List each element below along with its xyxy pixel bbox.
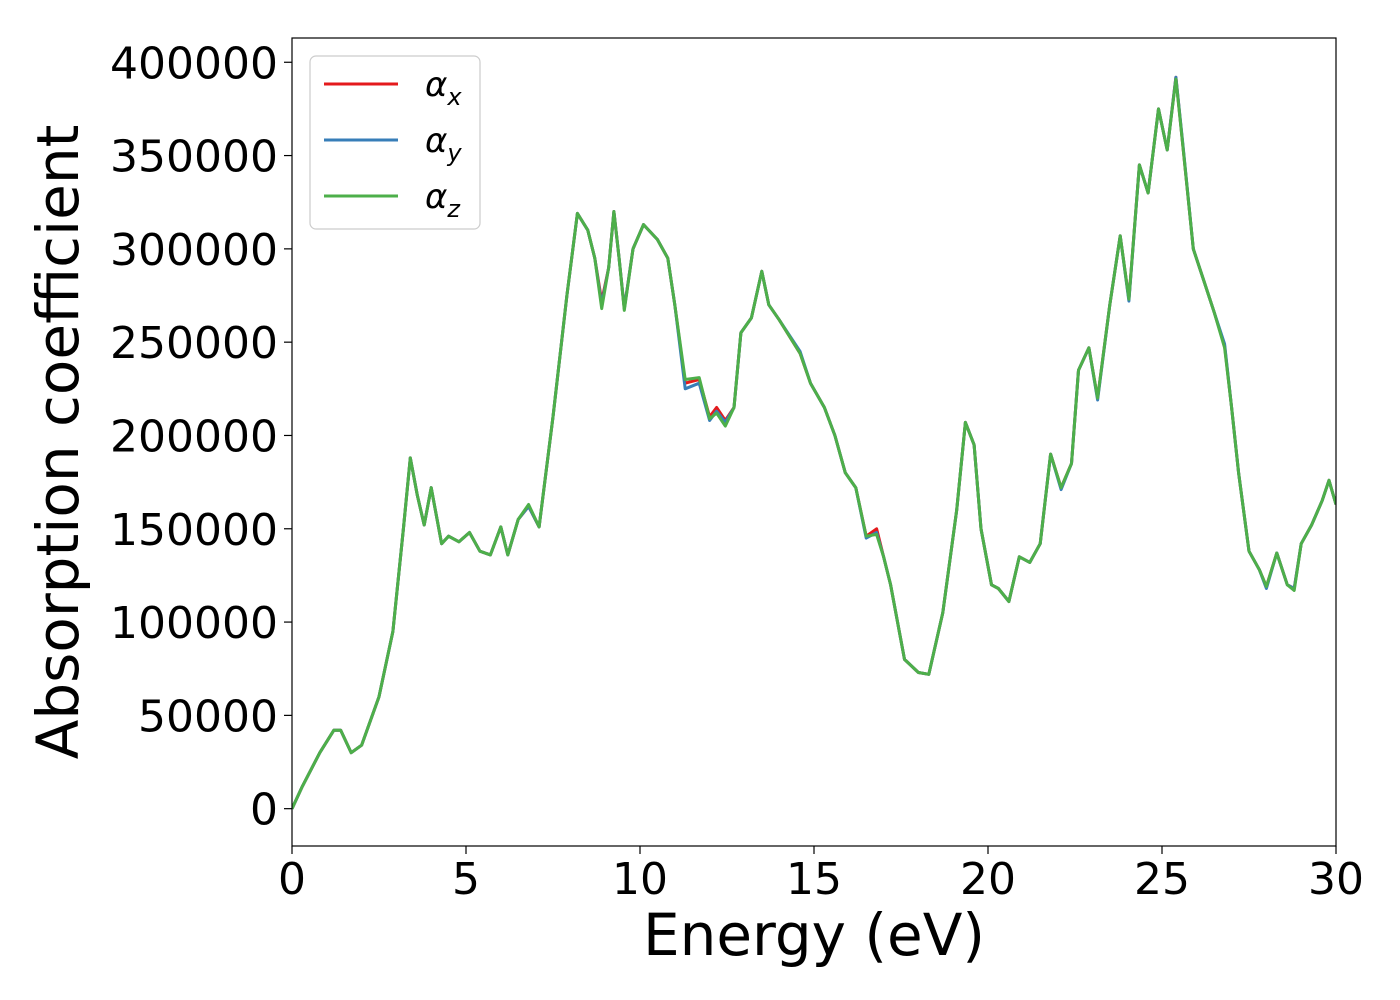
y-tick-label: 350000: [110, 132, 278, 183]
y-tick-label: 200000: [110, 411, 278, 462]
legend-box: [309, 55, 481, 230]
x-axis: 0 5 10 15 20 25 30: [278, 846, 1364, 905]
x-tick-label: 0: [278, 854, 306, 905]
x-tick-label: 5: [452, 854, 480, 905]
y-tick-label: 250000: [110, 318, 278, 369]
y-tick-label: 100000: [110, 598, 278, 649]
y-tick-label: 0: [250, 785, 278, 836]
y-tick-label: 50000: [138, 691, 278, 742]
x-tick-label: 20: [960, 854, 1016, 905]
y-tick-label: 150000: [110, 505, 278, 556]
y-axis-title: Absorption coefficient: [24, 125, 92, 760]
y-axis: 0 50000 100000 150000 200000 250000 300000 3500…: [110, 38, 292, 836]
y-tick-label: 400000: [110, 38, 278, 89]
x-tick-label: 25: [1134, 854, 1190, 905]
x-axis-title: Energy (eV): [643, 901, 985, 969]
x-tick-label: 15: [786, 854, 842, 905]
x-tick-label: 30: [1308, 854, 1364, 905]
x-tick-label: 10: [612, 854, 668, 905]
series-line-alpha-z: [292, 77, 1336, 810]
y-tick-label: 300000: [110, 225, 278, 276]
